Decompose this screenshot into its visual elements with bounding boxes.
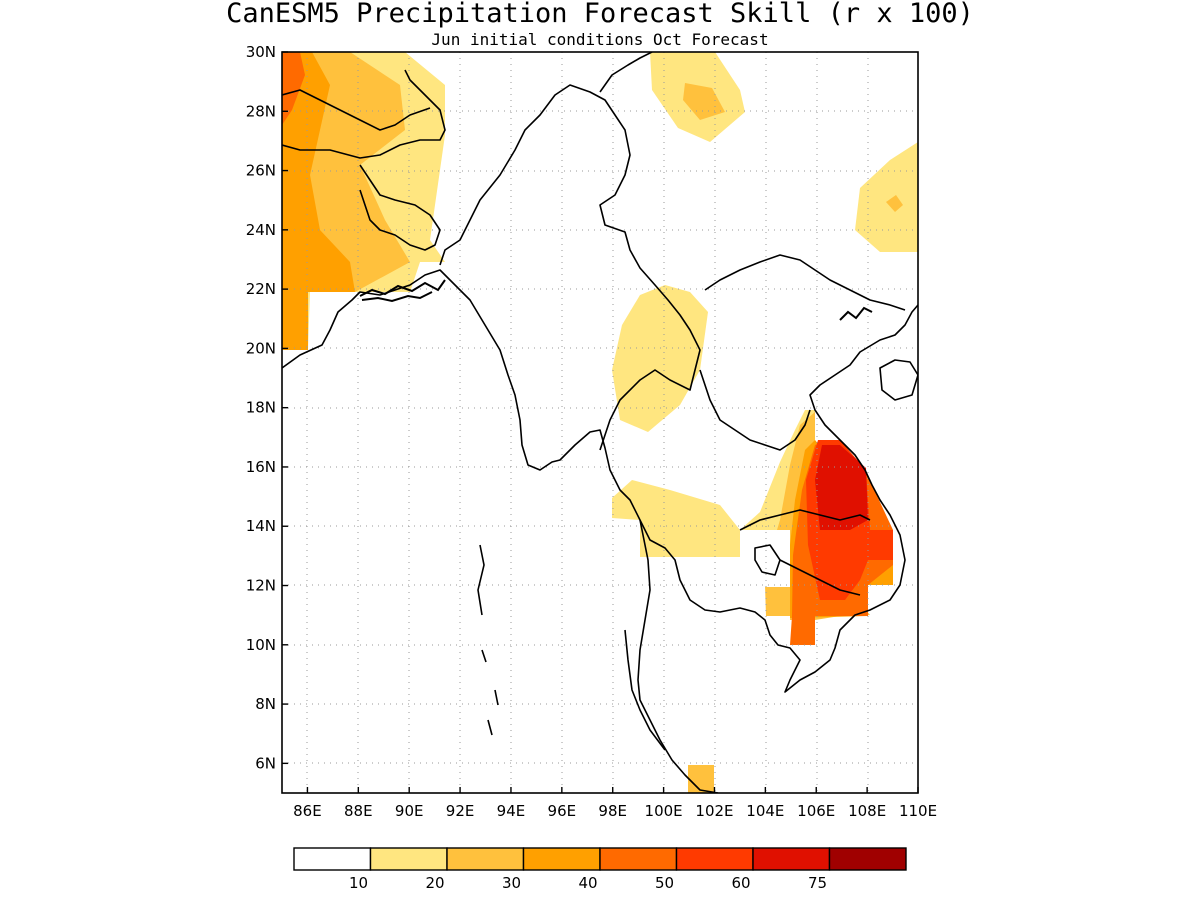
lat-tick-label: 16N (246, 458, 276, 476)
colorbar-swatch (522, 847, 601, 871)
skill-region-indochina-gap-2 (766, 616, 790, 645)
lon-tick-label: 102E (695, 802, 733, 820)
lat-tick-label: 22N (246, 280, 276, 298)
lat-tick-label: 30N (246, 43, 276, 61)
longitude-tick-labels: 86E 88E 90E 92E 94E 96E 98E 100E 102E 104E 106E 108… (293, 787, 937, 820)
figure-subtitle: Jun initial conditions Oct Forecast (431, 30, 768, 49)
skill-region-indochina-60 (815, 445, 868, 530)
map-frame (281, 51, 919, 794)
colorbar-label: 50 (655, 874, 674, 892)
skill-region-east-20 (886, 195, 903, 212)
map-gridlines (282, 52, 918, 793)
lat-tick-label: 14N (246, 517, 276, 535)
lat-tick-label: 8N (255, 695, 276, 713)
colorbar-label: 20 (425, 874, 444, 892)
lon-tick-label: 94E (497, 802, 526, 820)
skill-region-west-40 (282, 52, 305, 125)
lat-tick-label: 28N (246, 102, 276, 120)
lat-tick-label: 26N (246, 162, 276, 180)
colorbar-swatch (293, 847, 372, 871)
map-delta-marks (359, 279, 873, 321)
colorbar-swatch (369, 847, 448, 871)
colorbar-swatch (599, 847, 678, 871)
figure-title: CanESM5 Precipitation Forecast Skill (r … (226, 0, 974, 29)
skill-region-south-20 (688, 765, 714, 793)
map-coastlines (282, 52, 918, 793)
colorbar-label: 10 (349, 874, 368, 892)
colorbar-swatch (446, 847, 525, 871)
lat-tick-label: 10N (246, 636, 276, 654)
lon-tick-label: 98E (598, 802, 627, 820)
lon-tick-label: 106E (797, 802, 835, 820)
latitude-tick-labels: 30N 28N 26N 24N 22N 20N 18N 16N 14N 12N 10N 8N 6N (246, 43, 288, 772)
colorbar-swatch (828, 847, 907, 871)
skill-region-west-30 (282, 52, 355, 350)
colorbar-label: 30 (502, 874, 521, 892)
lon-tick-label: 90E (395, 802, 424, 820)
lon-tick-label: 110E (899, 802, 937, 820)
lon-tick-label: 92E (446, 802, 475, 820)
skill-region-indochina-gap (740, 530, 790, 587)
colorbar-label: 75 (808, 874, 827, 892)
colorbar-label: 40 (578, 874, 597, 892)
colorbar-swatch (675, 847, 754, 871)
skill-shading (282, 52, 918, 793)
lat-tick-label: 18N (246, 399, 276, 417)
lon-tick-label: 108E (848, 802, 886, 820)
lat-tick-label: 12N (246, 577, 276, 595)
lon-tick-label: 100E (645, 802, 683, 820)
lon-tick-label: 88E (344, 802, 373, 820)
lon-tick-label: 96E (548, 802, 577, 820)
lat-tick-label: 6N (255, 754, 276, 772)
colorbar-swatch (752, 847, 831, 871)
map-islands (477, 544, 499, 736)
map-panel (281, 51, 919, 794)
skill-region-east-10 (855, 142, 918, 252)
lat-tick-label: 24N (246, 221, 276, 239)
lon-tick-label: 104E (746, 802, 784, 820)
colorbar-label: 60 (731, 874, 750, 892)
colorbar-legend: 10 20 30 40 50 60 75 (293, 847, 907, 892)
lon-tick-label: 86E (293, 802, 322, 820)
lat-tick-label: 20N (246, 339, 276, 357)
